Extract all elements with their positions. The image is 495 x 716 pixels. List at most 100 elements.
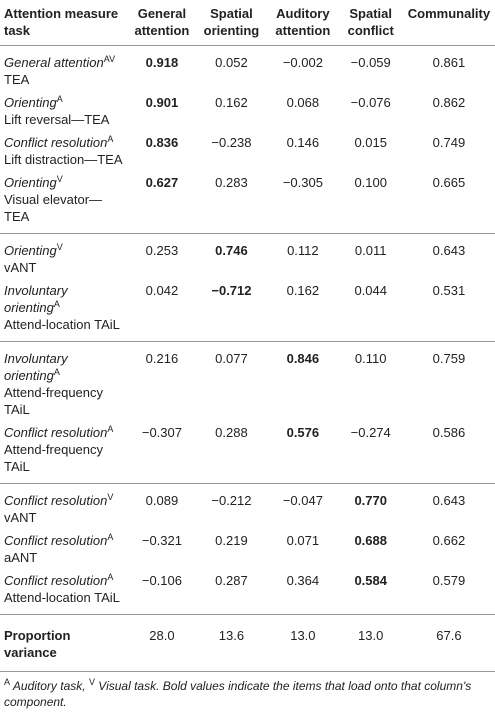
value-cell: 0.219: [196, 529, 268, 569]
task: Attend-location TAiL: [4, 590, 120, 605]
value: 0.746: [215, 243, 248, 258]
value-cell: 0.216: [128, 342, 195, 422]
measure-cell: OrientingA Lift reversal—TEA: [0, 91, 128, 131]
row: Conflict resolutionA Attend-location TAiL…: [0, 569, 495, 615]
value: 0.068: [286, 95, 320, 110]
value: 0.918: [145, 55, 179, 70]
task: TEA: [4, 72, 30, 87]
modality: A: [107, 424, 114, 434]
value-cell: −0.047: [267, 484, 338, 530]
value: 0.531: [432, 283, 466, 298]
value-cell: −0.307: [128, 421, 196, 484]
modality: AV: [103, 54, 116, 64]
measure-cell: Conflict resolutionA aANT: [0, 529, 128, 569]
value-cell: 0.089: [128, 484, 195, 530]
column-header: Auditory attention: [267, 0, 339, 46]
task: aANT: [4, 550, 38, 565]
value: 0.662: [432, 533, 466, 548]
measure-cell: Conflict resolutionV vANT: [0, 484, 128, 530]
value: 0.688: [354, 533, 387, 548]
value: 0.100: [354, 175, 387, 190]
footer-label: Proportion variance: [4, 628, 71, 660]
value: 0.110: [354, 351, 387, 366]
value-cell: 0.749: [403, 131, 495, 171]
measure-cell: Conflict resolutionA Attend-location TAiL: [0, 569, 129, 615]
value-cell: 0.071: [267, 529, 338, 569]
measure: Conflict resolution: [4, 425, 108, 440]
value: −0.047: [282, 493, 323, 508]
value-cell: −0.274: [338, 421, 403, 484]
value: 0.146: [286, 135, 320, 150]
value: 0.112: [287, 243, 319, 258]
value: 0.665: [432, 175, 466, 190]
value-cell: 0.100: [338, 171, 403, 234]
value-cell: −0.106: [128, 569, 196, 615]
value-cell: −0.238: [196, 131, 268, 171]
value-cell: 0.146: [267, 131, 338, 171]
value: 0.586: [432, 425, 466, 440]
task: vANT: [4, 510, 37, 525]
value: 0.219: [215, 533, 248, 548]
value: −0.274: [350, 425, 391, 440]
measure-cell: General attentionAV TEA: [0, 46, 128, 92]
measure: Orienting: [4, 95, 57, 110]
row: OrientingA Lift reversal—TEA 0.901 0.162 0.0…: [0, 91, 495, 131]
modality: A: [107, 134, 114, 144]
task: vANT: [4, 260, 37, 275]
value-cell: 0.044: [338, 279, 403, 342]
value: 0.015: [354, 135, 387, 150]
modality: V: [56, 174, 63, 184]
task: Attend-frequency TAiL: [4, 442, 104, 474]
value-cell: 0.283: [195, 171, 268, 234]
header-row: Attention measure task General attention S…: [0, 0, 495, 46]
footnote-text: Auditory task,: [10, 679, 89, 693]
row: Involuntary orientingA Attend-location TA…: [0, 279, 495, 342]
task: Visual elevator—TEA: [4, 192, 103, 224]
value: −0.321: [141, 533, 182, 548]
value: 0.162: [286, 283, 320, 298]
modality: A: [56, 94, 63, 104]
row: Involuntary orientingA Attend-frequency T…: [0, 342, 495, 422]
modality: A: [53, 367, 60, 377]
column-header: Spatial orienting: [195, 0, 268, 46]
measure: Conflict resolution: [4, 493, 108, 508]
measure: Orienting: [4, 175, 57, 190]
measure: Conflict resolution: [4, 135, 108, 150]
measure-cell: Conflict resolutionA Lift distraction—TEA: [0, 131, 128, 171]
value-cell: 0.042: [128, 279, 196, 342]
measure-cell: OrientingV vANT: [0, 234, 128, 280]
value-cell: 0.836: [128, 131, 195, 171]
footer-value: 13.0: [338, 614, 403, 672]
row: Conflict resolutionA Attend-frequency TAi…: [0, 421, 495, 484]
value: 0.862: [432, 95, 466, 110]
value-cell: 0.584: [338, 569, 403, 615]
task: Attend-frequency TAiL: [4, 385, 104, 417]
value: 0.052: [215, 55, 248, 70]
value-cell: 0.112: [267, 234, 338, 280]
value-cell: 0.746: [196, 234, 268, 280]
value: 0.749: [432, 135, 466, 150]
row: OrientingV Visual elevator—TEA 0.627 0.283 −…: [0, 171, 495, 234]
measure: General attention: [4, 55, 104, 70]
value-cell: −0.059: [339, 46, 403, 92]
value: −0.712: [211, 283, 252, 298]
value-cell: 0.846: [267, 342, 338, 422]
value: 0.579: [432, 573, 466, 588]
value: 0.044: [354, 283, 387, 298]
value: 0.759: [432, 351, 466, 366]
measure: Orienting: [4, 243, 57, 258]
value: 0.846: [286, 351, 320, 366]
value-cell: −0.076: [339, 91, 403, 131]
value-cell: −0.002: [267, 46, 338, 92]
row: Conflict resolutionV vANT 0.089 −0.212 −0.04…: [0, 484, 495, 530]
modality: V: [56, 242, 63, 252]
value: 0.288: [215, 425, 248, 440]
value: 0.643: [432, 493, 466, 508]
value: −0.002: [282, 55, 323, 70]
value-cell: 0.643: [403, 234, 495, 280]
value-cell: 0.688: [339, 529, 403, 569]
value: 0.287: [215, 573, 248, 588]
value-cell: 0.770: [339, 484, 403, 530]
value-cell: 0.662: [403, 529, 495, 569]
